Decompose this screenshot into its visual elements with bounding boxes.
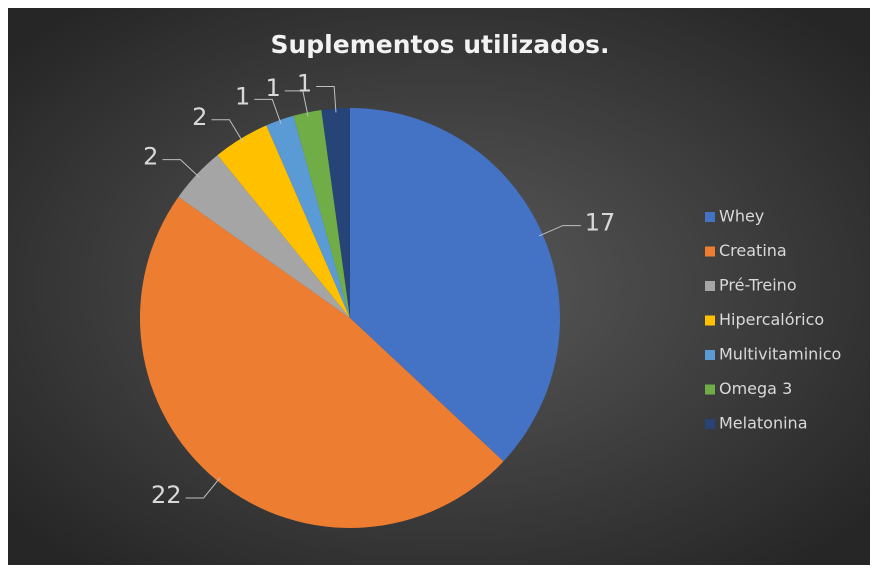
legend-label: Whey xyxy=(719,207,764,226)
data-label: 2 xyxy=(192,103,207,131)
legend-label: Hipercalórico xyxy=(719,310,824,329)
pie-slice xyxy=(217,125,350,319)
leader-line xyxy=(211,119,244,143)
leader-line xyxy=(316,86,337,113)
legend-label: Omega 3 xyxy=(719,379,792,398)
legend-label: Pré-Treino xyxy=(719,276,797,295)
legend-swatch xyxy=(705,384,715,395)
leader-line xyxy=(538,225,581,237)
legend-swatch xyxy=(705,350,715,360)
legend-swatch xyxy=(705,281,715,291)
data-label: 17 xyxy=(585,209,616,237)
legend-swatch xyxy=(705,246,715,257)
legend-swatch xyxy=(705,315,715,326)
data-label: 2 xyxy=(143,143,158,171)
data-label: 1 xyxy=(266,74,281,102)
pie-slice xyxy=(321,108,350,318)
data-label: 22 xyxy=(151,481,182,509)
pie-slice xyxy=(140,196,504,528)
data-label: 1 xyxy=(297,70,312,98)
data-label: 1 xyxy=(235,82,250,110)
leader-line xyxy=(254,98,282,125)
chart-title: Suplementos utilizados. xyxy=(270,30,609,59)
legend-swatch xyxy=(705,419,715,429)
pie-slice xyxy=(178,155,350,318)
leader-line xyxy=(185,477,221,499)
pie-slice xyxy=(293,109,350,318)
legend-label: Creatina xyxy=(719,241,787,260)
pie-slice xyxy=(266,115,350,318)
legend-label: Multivitaminico xyxy=(719,345,841,364)
legend-label: Melatonina xyxy=(719,414,808,433)
legend-swatch xyxy=(705,212,715,222)
leader-line xyxy=(284,90,309,117)
pie-slice xyxy=(350,108,560,462)
leader-line xyxy=(162,159,200,178)
